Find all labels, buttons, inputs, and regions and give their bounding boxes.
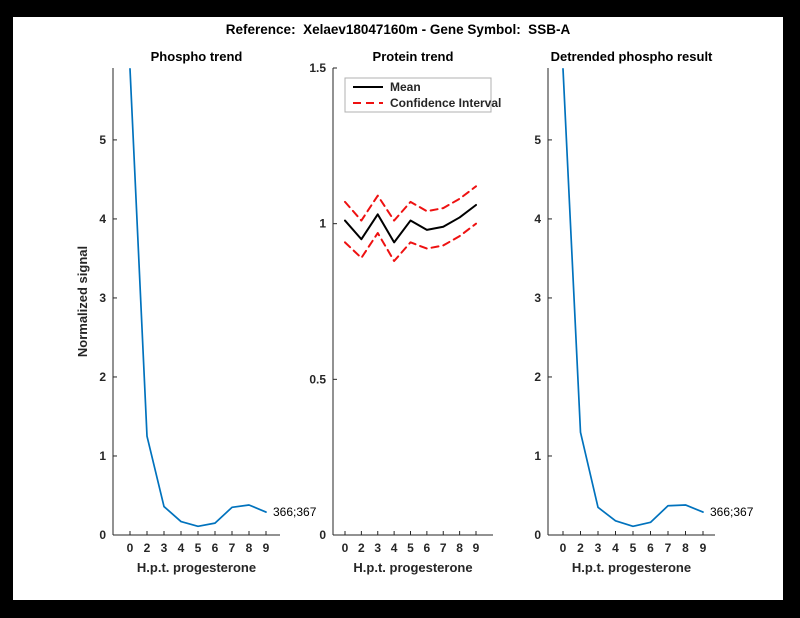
legend-entry-label: Mean [390,80,421,94]
y-tick-label: 0 [319,528,326,542]
x-axis-label: H.p.t. progesterone [137,560,256,575]
y-tick-label: 1 [99,449,106,463]
y-tick-label: 3 [99,291,106,305]
chart-title: Phospho trend [151,49,243,64]
y-axis-label: Normalized signal [75,246,90,357]
series-line-3 [344,222,477,263]
x-tick-label: 5 [195,541,202,555]
x-tick-label: 7 [229,541,236,555]
x-tick-label: 2 [358,541,365,555]
y-tick-label: 3 [534,291,541,305]
figure-title: Reference: Xelaev18047160m - Gene Symbol… [225,22,571,37]
point-annotation: 366;367 [710,505,754,519]
point-annotation: 366;367 [273,505,317,519]
x-tick-label: 5 [407,541,414,555]
legend-entry-label: Confidence Interval [390,96,501,110]
y-tick-label: 0.5 [309,372,326,386]
chart-title: Detrended phospho result [551,49,713,64]
x-tick-label: 8 [456,541,463,555]
x-tick-label: 9 [473,541,480,555]
x-tick-label: 6 [212,541,219,555]
y-tick-label: 1.5 [309,61,326,75]
x-tick-label: 5 [630,541,637,555]
x-tick-label: 0 [342,541,349,555]
legend: Mean Confidence Interval [344,77,501,113]
y-tick-label: 5 [534,133,541,147]
x-tick-label: 6 [424,541,431,555]
x-tick-label: 9 [263,541,270,555]
series-line-2 [344,185,477,222]
x-tick-label: 8 [682,541,689,555]
y-tick-label: 4 [99,212,106,226]
x-tick-label: 3 [595,541,602,555]
x-axis-label: H.p.t. progesterone [353,560,472,575]
series-line-1 [129,67,267,528]
x-tick-label: 7 [440,541,447,555]
y-tick-label: 5 [99,133,106,147]
y-tick-label: 0 [99,528,106,542]
x-tick-label: 4 [178,541,185,555]
x-tick-label: 6 [647,541,654,555]
x-tick-label: 3 [161,541,168,555]
y-tick-label: 2 [99,370,106,384]
y-tick-label: 0 [534,528,541,542]
y-tick-label: 2 [534,370,541,384]
x-tick-label: 4 [612,541,619,555]
y-tick-label: 4 [534,212,541,226]
series-line-1 [562,67,704,528]
legend-box [344,77,492,113]
x-tick-label: 3 [374,541,381,555]
figure-window: Reference: Xelaev18047160m - Gene Symbol… [13,17,783,600]
x-tick-label: 4 [391,541,398,555]
x-tick-label: 2 [144,541,151,555]
y-tick-label: 1 [534,449,541,463]
x-tick-label: 0 [560,541,567,555]
x-tick-label: 7 [665,541,672,555]
series-line-1 [344,203,477,244]
chart-title: Protein trend [373,49,454,64]
x-tick-label: 9 [700,541,707,555]
x-tick-label: 2 [577,541,584,555]
x-tick-label: 0 [127,541,134,555]
x-axis-label: H.p.t. progesterone [572,560,691,575]
y-tick-label: 1 [319,217,326,231]
x-tick-label: 8 [246,541,253,555]
